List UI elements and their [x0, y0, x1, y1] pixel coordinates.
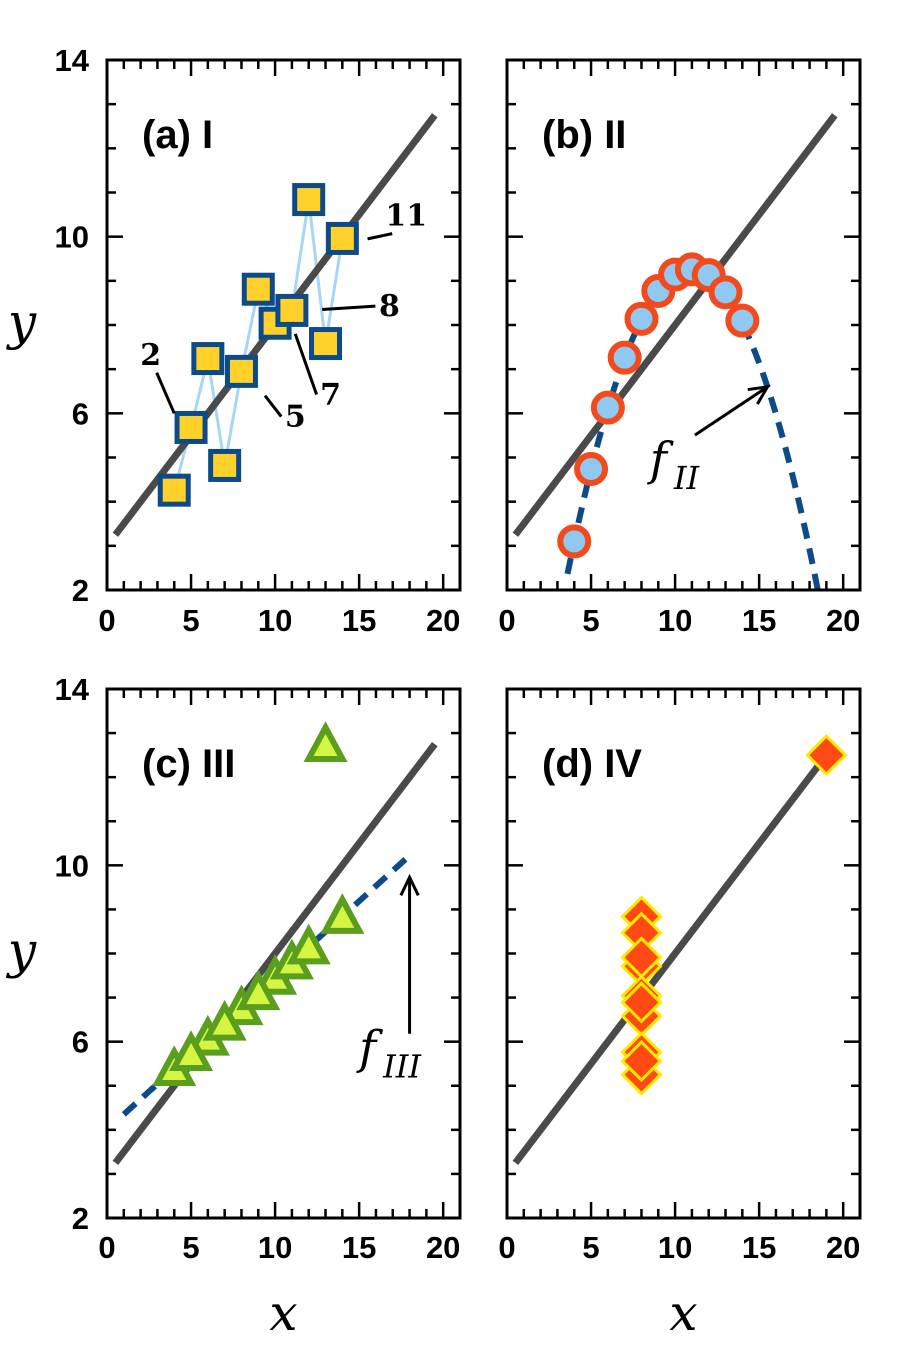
annotation-leader	[293, 333, 318, 395]
panel-b: 0 5 10 15 20 (b) II f II	[498, 58, 862, 638]
x-tick-label: 5	[182, 1230, 199, 1265]
fit-curve-f_II	[564, 267, 821, 590]
data-point	[286, 923, 331, 965]
x-axis-title: x	[669, 1284, 697, 1342]
data-point	[303, 721, 348, 762]
plot-area	[112, 721, 438, 1166]
x-tick-label: 15	[742, 603, 776, 638]
annotation-leader	[322, 304, 376, 312]
plot-frame	[105, 687, 462, 1220]
x-tick-label: 10	[658, 603, 692, 638]
x-tick-label: 0	[498, 1230, 515, 1265]
panel-c: 0 5 10 15 20 2 6 10 14 (c) III f III y x	[6, 672, 462, 1342]
plot-frame	[505, 58, 862, 592]
point-annotation: 2	[140, 338, 161, 373]
panel-title: (c) III	[142, 742, 235, 786]
data-point	[157, 473, 191, 507]
data-point	[590, 390, 625, 425]
data-point	[236, 969, 281, 1011]
x-tick-label: 0	[98, 1230, 115, 1265]
point-annotation: 7	[320, 378, 341, 413]
data-point	[320, 893, 365, 934]
x-tick-label: 20	[826, 1230, 860, 1265]
data-point	[624, 301, 659, 336]
ticks	[105, 687, 462, 1220]
data-point	[241, 272, 275, 306]
data-point	[574, 451, 609, 486]
fit-label-subscript: III	[382, 1048, 422, 1086]
x-tick-label: 10	[658, 1230, 692, 1265]
regression-line	[112, 741, 438, 1166]
data-point	[169, 1030, 214, 1072]
y-tick-label: 14	[55, 43, 90, 78]
data-point	[224, 354, 258, 388]
data-point	[325, 221, 359, 255]
data-point	[208, 448, 242, 482]
plot-area	[512, 113, 838, 590]
fit-label-arrow	[694, 385, 769, 437]
point-annotation: 11	[385, 199, 427, 234]
data-point	[607, 340, 642, 375]
y-tick-label: 14	[55, 672, 90, 707]
fit-label-arrowhead	[399, 873, 420, 896]
panel-title: (b) II	[542, 113, 626, 157]
x-tick-label: 10	[258, 1230, 292, 1265]
y-tick-label: 10	[55, 848, 89, 883]
panel-d: 0 5 10 15 20 (d) IV x	[498, 687, 862, 1342]
fit-label: f	[356, 1021, 383, 1075]
y-axis-title: y	[6, 293, 37, 351]
y-tick-label: 2	[72, 1201, 89, 1236]
plot-area	[112, 113, 438, 537]
annotation-leader	[263, 394, 283, 418]
x-tick-label: 15	[742, 1230, 776, 1265]
regression-line	[512, 741, 838, 1166]
x-tick-label: 15	[342, 603, 376, 638]
x-tick-label: 10	[258, 603, 292, 638]
panel-title: (d) IV	[542, 742, 642, 786]
panel-title: (a) I	[142, 113, 213, 157]
data-point	[275, 293, 309, 327]
y-tick-label: 6	[72, 1025, 89, 1060]
x-tick-label: 15	[342, 1230, 376, 1265]
y-axis-title: y	[6, 922, 37, 980]
annotation-leader	[367, 232, 393, 241]
data-point	[805, 734, 848, 777]
x-axis-title: x	[269, 1284, 297, 1342]
data-point	[174, 410, 208, 444]
x-tick-label: 5	[582, 1230, 599, 1265]
data-point	[309, 327, 343, 361]
x-tick-label: 20	[826, 603, 860, 638]
plot-area	[512, 734, 848, 1166]
data-point	[708, 275, 743, 310]
data-point	[191, 342, 225, 376]
data-point	[557, 524, 592, 559]
regression-line	[512, 113, 838, 537]
plot-frame	[505, 687, 862, 1220]
data-point	[620, 936, 663, 979]
x-tick-label: 20	[426, 1230, 460, 1265]
x-tick-label: 0	[498, 603, 515, 638]
annotation-leader	[155, 372, 176, 414]
data-point	[292, 183, 326, 217]
fit-label-arrowhead	[747, 384, 771, 405]
data-point	[620, 1039, 663, 1083]
point-annotation: 8	[379, 289, 400, 324]
data-point	[620, 981, 663, 1024]
fit-label-subscript: II	[673, 459, 701, 497]
point-annotation: 5	[285, 400, 306, 435]
data-point	[725, 303, 760, 338]
fit-label: f	[647, 432, 674, 486]
x-tick-label: 20	[426, 603, 460, 638]
x-tick-label: 5	[582, 603, 599, 638]
x-tick-label: 5	[182, 603, 199, 638]
y-tick-label: 6	[72, 396, 89, 431]
y-tick-label: 10	[55, 220, 89, 255]
plot-frame	[105, 58, 462, 592]
x-tick-label: 0	[98, 603, 115, 638]
data-point	[202, 999, 247, 1041]
y-tick-label: 2	[72, 573, 89, 608]
